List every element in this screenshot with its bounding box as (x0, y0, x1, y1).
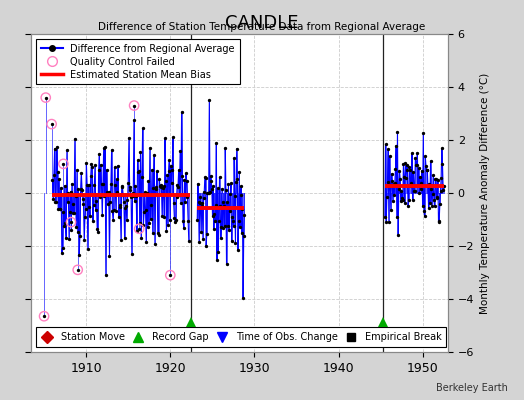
Point (73, 267, 82, 273)
Point (67, 219, 75, 225)
Point (48, 121, 56, 127)
Text: Berkeley Earth: Berkeley Earth (436, 383, 508, 393)
Point (135, 226, 144, 232)
Point (41, 94, 50, 101)
Point (166, 272, 174, 278)
Point (59, 161, 68, 167)
Y-axis label: Monthly Temperature Anomaly Difference (°C): Monthly Temperature Anomaly Difference (… (480, 72, 490, 314)
Text: Difference of Station Temperature Data from Regional Average: Difference of Station Temperature Data f… (99, 22, 425, 32)
Point (40, 313, 48, 320)
Legend: Station Move, Record Gap, Time of Obs. Change, Empirical Break: Station Move, Record Gap, Time of Obs. C… (36, 328, 446, 347)
Point (130, 102, 138, 109)
Text: CANDLE: CANDLE (225, 14, 299, 32)
